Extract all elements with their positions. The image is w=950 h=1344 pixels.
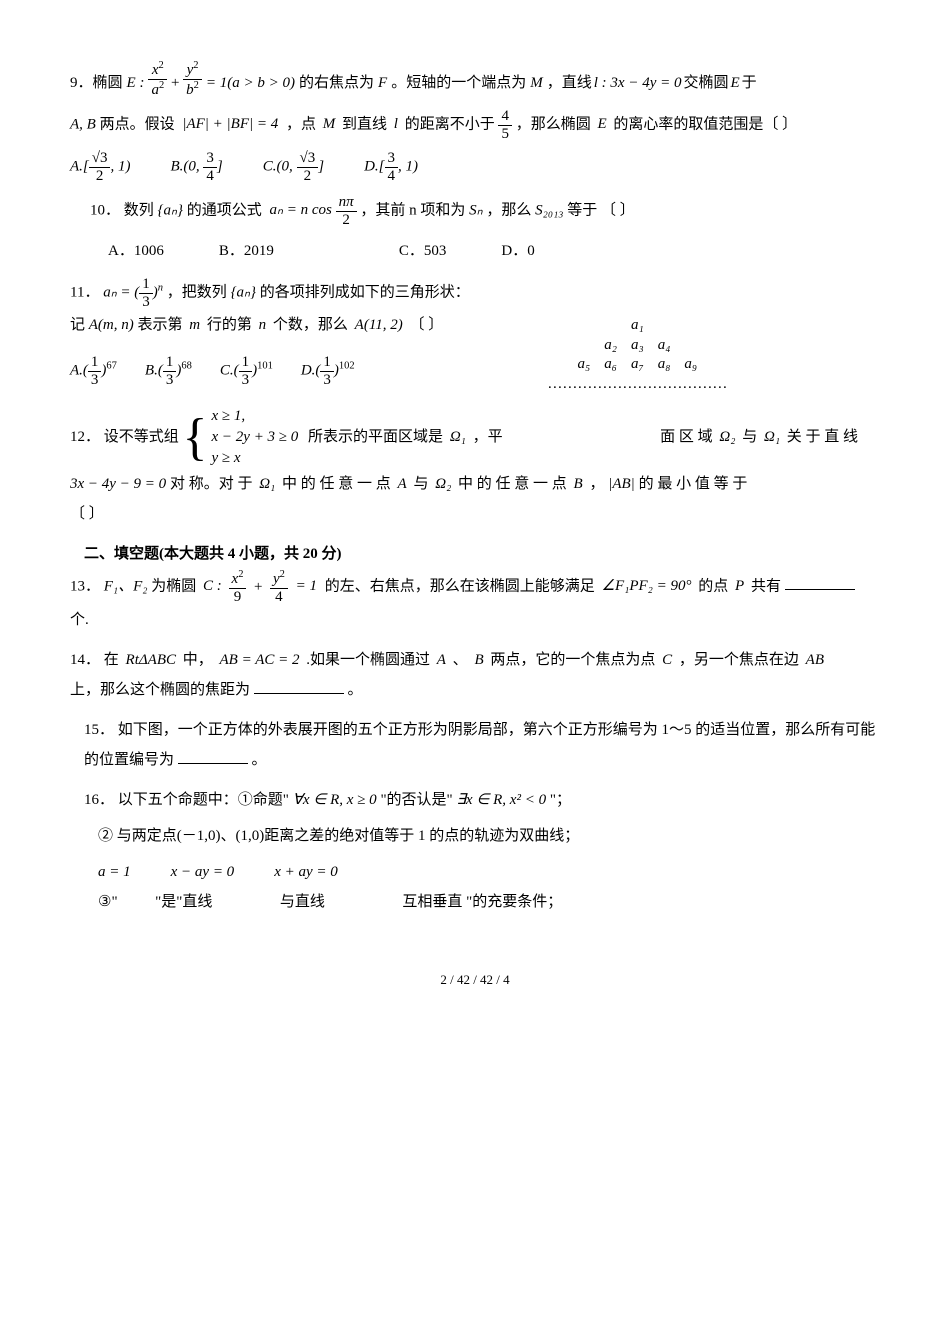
question-10: 10． 数列 {aₙ} 的通项公式 aₙ = n cos nπ2 ，其前 n 项… bbox=[90, 194, 880, 266]
question-14: 14． 在 RtΔABC 中， AB = AC = 2 .如果一个椭圆通过 A … bbox=[70, 645, 880, 705]
q16-num: 16． bbox=[84, 792, 114, 808]
question-12: 12． 设不等式组 { x ≥ 1, x − 2y + 3 ≥ 0 y ≥ x … bbox=[70, 406, 880, 529]
q10-opt-d: D．0 bbox=[501, 236, 534, 266]
q10-num: 10． bbox=[90, 202, 120, 218]
q11-opt-a: A.(13)67 bbox=[70, 354, 117, 388]
q9-options: A.[√32, 1) B.(0, 34] C.(0, √32] D.[34, 1… bbox=[70, 150, 880, 184]
q13-num: 13． bbox=[70, 578, 100, 594]
question-11: 11． aₙ = (13)n ，把数列 {aₙ} 的各项排列成如下的三角形状： … bbox=[70, 276, 880, 396]
q12-num: 12． bbox=[70, 429, 100, 445]
q10-opt-b: B．2019 bbox=[219, 236, 274, 266]
q9-num: 9． bbox=[70, 68, 93, 98]
q11-opt-b: B.(13)68 bbox=[145, 354, 192, 388]
q15-blank bbox=[178, 748, 248, 764]
q11-num: 11． bbox=[70, 284, 99, 300]
q9-opt-b: B.(0, 34] bbox=[170, 150, 222, 184]
question-13: 13． F₁、F₂ 为椭圆 C : x29 + y24 = 1 的左、右焦点，那… bbox=[70, 569, 880, 635]
question-16: 16． 以下五个命题中：①命题" ∀x ∈ R, x ≥ 0 "的否认是" ∃x… bbox=[84, 785, 880, 917]
q14-num: 14． bbox=[70, 652, 100, 668]
q10-options: A．1006 B．2019 C．503 D．0 bbox=[108, 236, 880, 266]
q11-opt-d: D.(13)102 bbox=[301, 354, 355, 388]
q10-opt-c: C．503 bbox=[399, 236, 447, 266]
question-15: 15． 如下图，一个正方体的外表展开图的五个正方形为阴影局部，第六个正方形编号为… bbox=[84, 715, 880, 775]
page-footer: 2 / 42 / 42 / 4 bbox=[70, 967, 880, 993]
q14-blank bbox=[254, 678, 344, 694]
q11-options: A.(13)67 B.(13)68 C.(13)101 D.(13)102 bbox=[70, 354, 355, 388]
q9-opt-a: A.[√32, 1) bbox=[70, 150, 130, 184]
q11-triangle: a₁ a₂a₃a₄ a₅a₆a₇a₈a₉ ……………………………… bbox=[395, 316, 880, 394]
question-9: 9． 椭圆 E : x2 a2 + y2 b2 = 1(a > b > 0) 的… bbox=[70, 60, 880, 184]
q11-opt-c: C.(13)101 bbox=[220, 354, 273, 388]
q10-opt-a: A．1006 bbox=[108, 236, 164, 266]
q15-num: 15． bbox=[84, 722, 114, 738]
section-2-title: 二、填空题(本大题共 4 小题，共 20 分) bbox=[84, 539, 880, 569]
q13-blank bbox=[785, 574, 855, 590]
q9-opt-d: D.[34, 1) bbox=[364, 150, 418, 184]
q9-opt-c: C.(0, √32] bbox=[263, 150, 324, 184]
